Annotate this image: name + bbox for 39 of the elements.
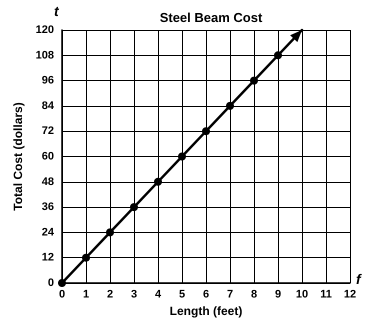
y-tick-label: 60: [42, 150, 54, 162]
x-tick-label: 1: [82, 288, 90, 300]
y-tick-label: 0: [48, 277, 54, 289]
y-tick-label: 84: [42, 100, 55, 112]
x-tick-label: 2: [106, 288, 114, 300]
x-tick-label: 11: [320, 288, 332, 300]
x-tick-label: 7: [226, 288, 234, 300]
y-tick-label: 72: [42, 125, 54, 138]
point: [58, 279, 66, 287]
y-tick-label: 96: [42, 74, 54, 87]
x-tick-label: 0: [58, 288, 66, 300]
text: f: [356, 271, 362, 287]
x-tick-label: 5: [178, 288, 186, 300]
point: [178, 152, 186, 160]
x-tick-label: 4: [154, 288, 162, 300]
y-tick-label: 48: [42, 176, 54, 188]
point: [226, 102, 234, 110]
chart-title: Steel Beam Cost: [160, 10, 263, 25]
y-tick-label: 24: [42, 226, 55, 238]
point: [274, 51, 282, 60]
x-tick-label: 8: [250, 288, 258, 300]
y-tick-label: 108: [36, 49, 54, 62]
x-tick-label: 6: [202, 288, 210, 300]
point: [202, 127, 210, 136]
x-axis-title: Length (feet): [170, 304, 242, 318]
y-tick-label: 12: [42, 252, 54, 264]
x-tick-label: 10: [296, 288, 308, 300]
x-tick-label: 12: [344, 288, 356, 300]
point: [250, 76, 258, 85]
x-tick-label: 3: [130, 288, 138, 300]
point: [106, 228, 114, 236]
text: t: [54, 3, 60, 19]
y-tick-label: 120: [36, 24, 54, 36]
y-axis-title: Total Cost (dollars): [11, 102, 25, 211]
point: [130, 203, 138, 212]
y-tick-label: 36: [42, 201, 54, 214]
point: [154, 178, 162, 186]
x-tick-label: 9: [274, 288, 282, 300]
point: [82, 254, 90, 262]
